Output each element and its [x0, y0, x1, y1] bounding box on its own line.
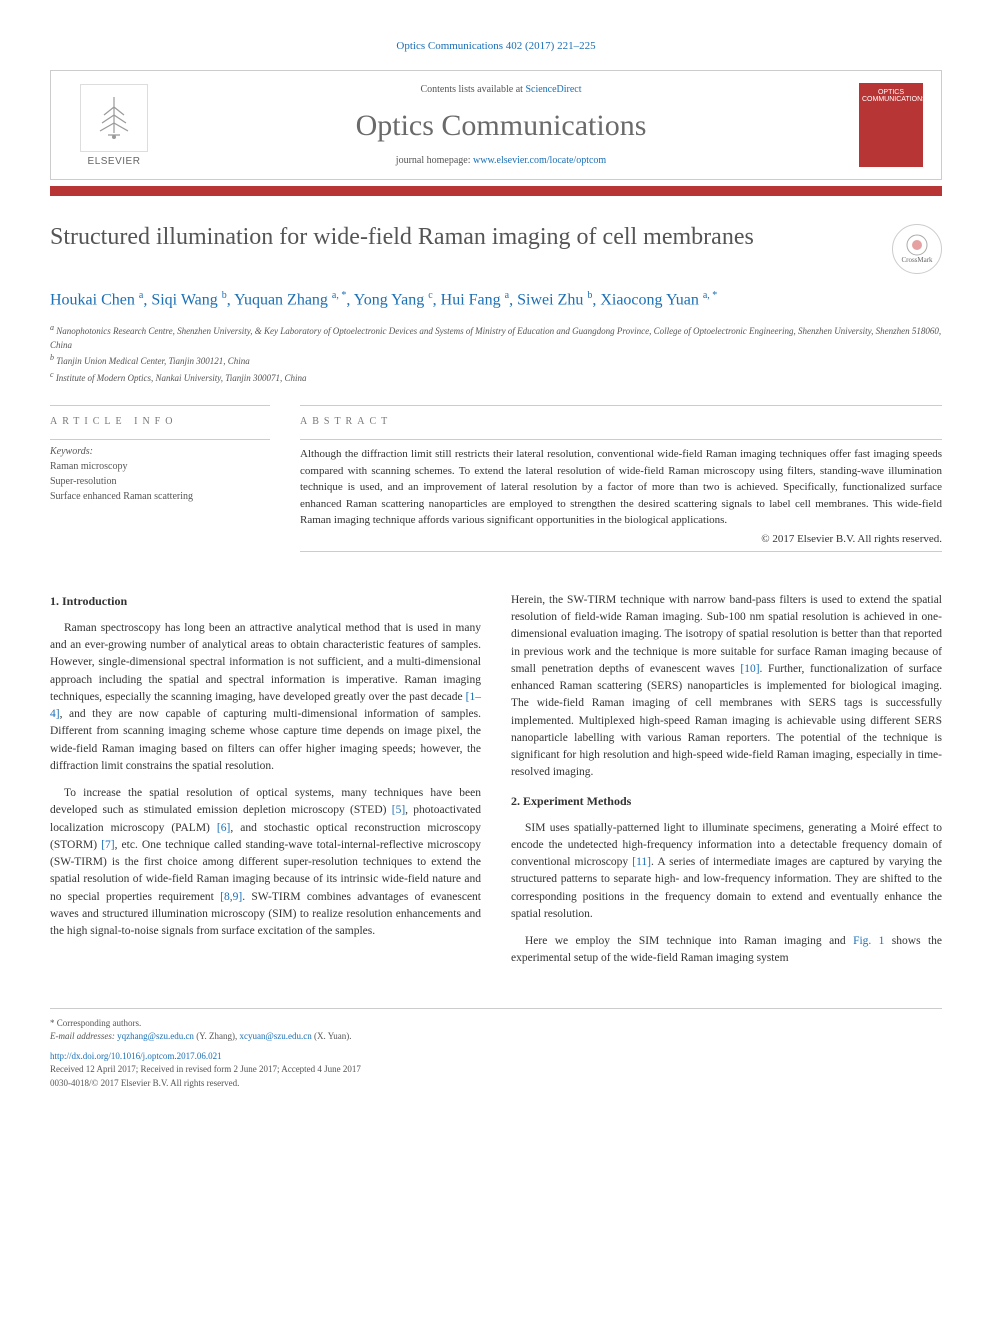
emails-label: E-mail addresses:	[50, 1031, 117, 1041]
keyword: Raman microscopy	[50, 459, 270, 474]
article-info-heading: ARTICLE INFO	[50, 416, 270, 427]
accent-bar	[50, 186, 942, 196]
abstract-heading: ABSTRACT	[300, 416, 942, 427]
doi-link[interactable]: http://dx.doi.org/10.1016/j.optcom.2017.…	[50, 1050, 942, 1064]
elsevier-tree-icon	[80, 84, 148, 152]
article-title: Structured illumination for wide-field R…	[50, 224, 872, 251]
abstract-text: Although the diffraction limit still res…	[300, 439, 942, 529]
section-1-heading: 1. Introduction	[50, 592, 481, 610]
keyword: Super-resolution	[50, 474, 270, 489]
abstract-rule	[300, 551, 942, 552]
affiliation-c: c Institute of Modern Optics, Nankai Uni…	[50, 369, 942, 386]
publisher-label: ELSEVIER	[88, 156, 141, 167]
body-col-right: Herein, the SW-TIRM technique with narro…	[511, 592, 942, 978]
affiliation-b-text: Tianjin Union Medical Center, Tianjin 30…	[56, 356, 250, 366]
body-columns: 1. Introduction Raman spectroscopy has l…	[50, 592, 942, 978]
authors-list: Houkai Chen a, Siqi Wang b, Yuquan Zhang…	[50, 288, 942, 312]
body-col-left: 1. Introduction Raman spectroscopy has l…	[50, 592, 481, 978]
issn-line: 0030-4018/© 2017 Elsevier B.V. All right…	[50, 1077, 942, 1091]
crossmark-icon	[906, 234, 928, 256]
corresponding-note: * Corresponding authors.	[50, 1017, 942, 1031]
journal-cover-thumbnail: OPTICS COMMUNICATIONS	[859, 83, 923, 167]
sec1-p3: Herein, the SW-TIRM technique with narro…	[511, 592, 942, 782]
contents-line: Contents lists available at ScienceDirec…	[159, 84, 843, 95]
keyword: Surface enhanced Raman scattering	[50, 489, 270, 504]
affiliation-b: b Tianjin Union Medical Center, Tianjin …	[50, 352, 942, 369]
sec2-p2: Here we employ the SIM technique into Ra…	[511, 933, 942, 968]
info-abstract-row: ARTICLE INFO Keywords: Raman microscopy …	[50, 405, 942, 552]
homepage-text: journal homepage:	[396, 155, 473, 166]
sec1-p1: Raman spectroscopy has long been an attr…	[50, 620, 481, 775]
section-2-heading: 2. Experiment Methods	[511, 792, 942, 810]
publisher-block: ELSEVIER	[69, 84, 159, 167]
email-name-2: (X. Yuan).	[312, 1031, 352, 1041]
journal-name: Optics Communications	[159, 109, 843, 143]
page-footer: * Corresponding authors. E-mail addresse…	[50, 1008, 942, 1091]
title-row: Structured illumination for wide-field R…	[50, 224, 942, 274]
masthead-right: OPTICS COMMUNICATIONS	[843, 83, 923, 167]
keywords-label: Keywords:	[50, 439, 270, 457]
sec2-p1: SIM uses spatially-patterned light to il…	[511, 820, 942, 924]
contents-text: Contents lists available at	[420, 84, 525, 95]
homepage-line: journal homepage: www.elsevier.com/locat…	[159, 155, 843, 166]
affiliation-c-text: Institute of Modern Optics, Nankai Unive…	[56, 373, 307, 383]
journal-masthead: ELSEVIER Contents lists available at Sci…	[50, 70, 942, 180]
emails-line: E-mail addresses: yqzhang@szu.edu.cn (Y.…	[50, 1030, 942, 1044]
running-head: Optics Communications 402 (2017) 221–225	[50, 40, 942, 52]
received-line: Received 12 April 2017; Received in revi…	[50, 1063, 942, 1077]
masthead-center: Contents lists available at ScienceDirec…	[159, 84, 843, 166]
article-info-col: ARTICLE INFO Keywords: Raman microscopy …	[50, 405, 270, 552]
email-link-2[interactable]: xcyuan@szu.edu.cn	[240, 1031, 312, 1041]
homepage-link[interactable]: www.elsevier.com/locate/optcom	[473, 155, 606, 166]
sciencedirect-link[interactable]: ScienceDirect	[525, 84, 581, 95]
email-link-1[interactable]: yqzhang@szu.edu.cn	[117, 1031, 194, 1041]
keywords-list: Raman microscopy Super-resolution Surfac…	[50, 459, 270, 504]
email-name-1: (Y. Zhang),	[194, 1031, 240, 1041]
abstract-copyright: © 2017 Elsevier B.V. All rights reserved…	[300, 533, 942, 545]
affiliation-a: a Nanophotonics Research Centre, Shenzhe…	[50, 322, 942, 352]
crossmark-badge[interactable]: CrossMark	[892, 224, 942, 274]
sec1-p2: To increase the spatial resolution of op…	[50, 785, 481, 940]
affiliation-a-text: Nanophotonics Research Centre, Shenzhen …	[50, 326, 941, 350]
crossmark-label: CrossMark	[901, 256, 932, 264]
affiliations: a Nanophotonics Research Centre, Shenzhe…	[50, 322, 942, 385]
abstract-col: ABSTRACT Although the diffraction limit …	[300, 405, 942, 552]
